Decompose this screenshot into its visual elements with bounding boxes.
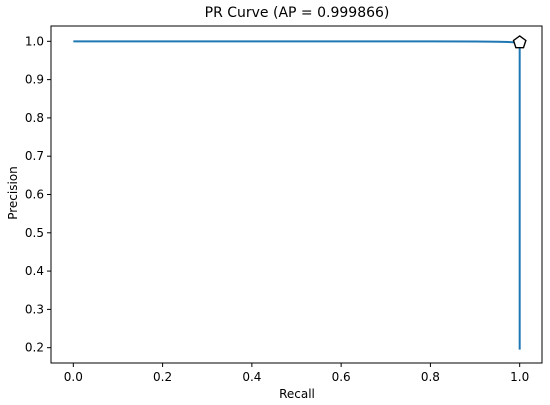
y-tick-label: 0.6 (25, 188, 44, 202)
pr-curve-line (73, 40, 521, 350)
x-tick-label: 0.4 (242, 370, 261, 384)
axes-frame (50, 25, 543, 364)
pentagon-marker (512, 35, 527, 49)
y-tick-label: 0.3 (25, 302, 44, 316)
y-axis-label: Precision (6, 166, 20, 220)
y-tick-label: 0.5 (25, 226, 44, 240)
x-axis-label: Recall (279, 387, 315, 401)
x-tick-label: 0.2 (153, 370, 172, 384)
y-tick-label: 0.7 (25, 149, 44, 163)
y-tick-label: 0.9 (25, 73, 44, 87)
x-axis: 0.0 0.2 0.4 0.6 0.8 1.0 (64, 363, 529, 384)
y-axis: 0.2 0.3 0.4 0.5 0.6 0.7 0.8 0.9 1.0 (25, 34, 51, 355)
y-tick-label: 0.2 (25, 341, 44, 355)
y-tick-label: 0.4 (25, 264, 44, 278)
x-tick-label: 0.6 (332, 370, 351, 384)
chart-title: PR Curve (AP = 0.999866) (205, 5, 390, 21)
y-tick-label: 1.0 (25, 34, 44, 48)
x-tick-label: 1.0 (510, 370, 529, 384)
y-tick-label: 0.8 (25, 111, 44, 125)
x-tick-label: 0.8 (421, 370, 440, 384)
plot-area (50, 25, 543, 364)
x-tick-label: 0.0 (64, 370, 83, 384)
